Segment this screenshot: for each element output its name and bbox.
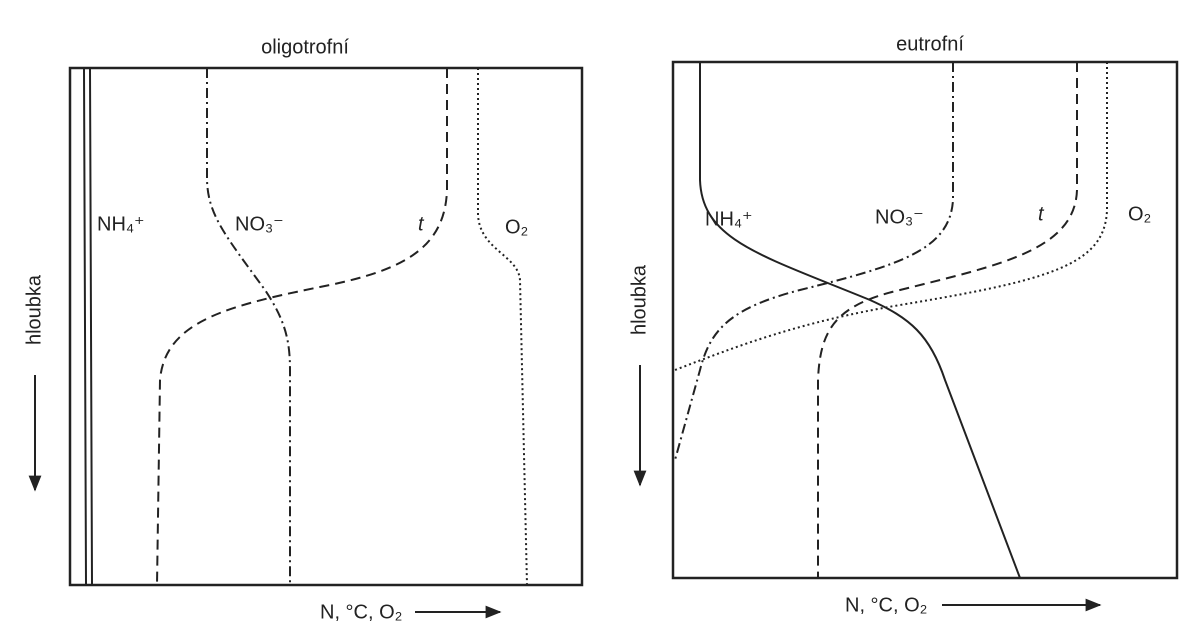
x-axis-label: N, °C, O₂: [845, 594, 927, 616]
y-axis-label: hloubka: [23, 274, 45, 345]
panel-left: oligotrofní NH₄⁺ NO₃⁻ t O₂ N, °C, O₂ hlo…: [23, 36, 584, 623]
curve-t: [817, 62, 1078, 578]
curve-label: NO₃⁻: [235, 213, 284, 235]
curve-label: NH₄⁺: [705, 208, 753, 230]
curve-label: t: [418, 213, 425, 235]
curve-o2: [674, 62, 1108, 371]
curve-o2: [477, 68, 528, 586]
curve-t: [156, 68, 448, 586]
curve-label: O₂: [1128, 203, 1151, 225]
curve-no3: [674, 62, 954, 461]
curve-no3: [206, 68, 291, 585]
panel-title: oligotrofní: [261, 36, 349, 58]
curve-label: O₂: [505, 216, 528, 238]
curve-label: t: [1038, 203, 1045, 225]
curve-label: NO₃⁻: [875, 206, 924, 228]
panel-frame: [68, 66, 584, 587]
panel-right: eutrofní NH₄⁺ NO₃⁻ t O₂ N, °C, O₂ hloubk…: [628, 33, 1179, 616]
curve-nh4: [699, 62, 1021, 579]
panel-frame: [671, 60, 1179, 580]
y-axis-label: hloubka: [628, 264, 650, 335]
curve-label: NH₄⁺: [97, 213, 145, 235]
curve-nh4: [83, 67, 93, 586]
panel-title: eutrofní: [896, 33, 964, 55]
x-axis-label: N, °C, O₂: [320, 601, 402, 623]
